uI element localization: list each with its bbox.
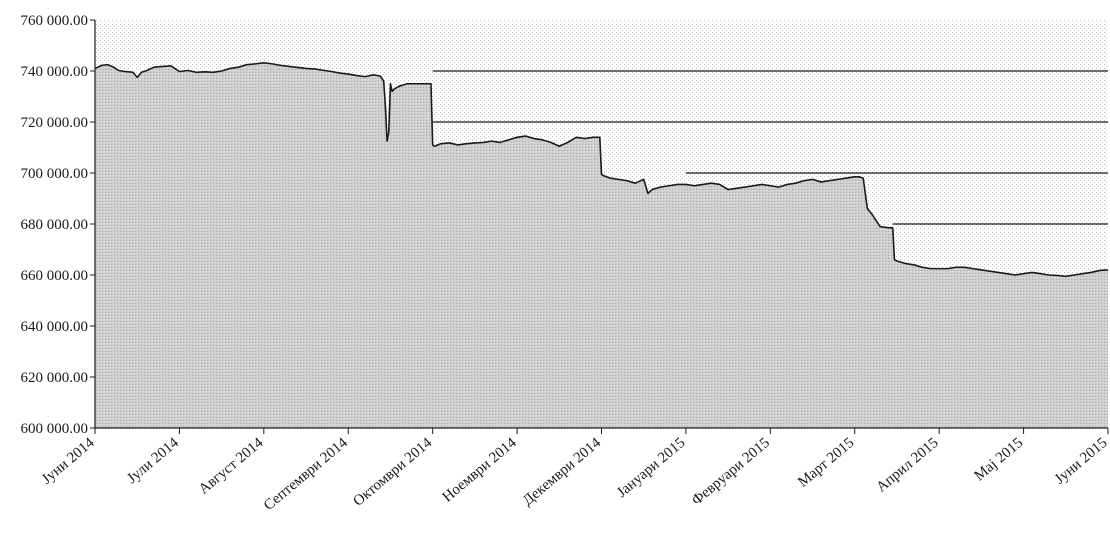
y-tick-label: 620 000.00 bbox=[21, 370, 89, 386]
x-tick-label: Јуни 2015 bbox=[1052, 435, 1110, 488]
x-tick-label: Мај 2015 bbox=[971, 435, 1026, 484]
x-tick-label: Февруари 2015 bbox=[689, 435, 773, 509]
x-tick-label: Август 2014 bbox=[196, 434, 267, 497]
x-tick-label: Март 2015 bbox=[795, 435, 857, 491]
x-tick-label: Октомври 2014 bbox=[350, 434, 435, 509]
y-tick-label: 740 000.00 bbox=[21, 64, 89, 80]
x-tick-label: Април 2015 bbox=[874, 435, 942, 496]
y-tick-labels: 600 000.00 620 000.00 640 000.00 660 000.00… bbox=[21, 13, 95, 437]
y-tick-label: 680 000.00 bbox=[21, 217, 89, 233]
area-layer bbox=[95, 62, 1108, 429]
y-tick-label: 700 000.00 bbox=[21, 166, 89, 182]
series-line-layer bbox=[94, 62, 1109, 278]
x-tick-label: Јануари 2015 bbox=[614, 435, 688, 501]
x-tick-label: Јули 2014 bbox=[124, 434, 182, 486]
series-line bbox=[94, 62, 1109, 278]
y-tick-label: 760 000.00 bbox=[21, 13, 89, 29]
series-area-fill bbox=[95, 62, 1108, 429]
reference-lines bbox=[432, 70, 1108, 225]
y-tick-label: 720 000.00 bbox=[21, 115, 89, 131]
x-tick-label: Ноември 2014 bbox=[440, 434, 520, 505]
x-tick-label: Декември 2014 bbox=[520, 434, 605, 509]
x-tick-label: Септември 2014 bbox=[261, 434, 351, 513]
x-tick-label: Јуни 2014 bbox=[39, 434, 98, 487]
y-tick-label: 660 000.00 bbox=[21, 268, 89, 284]
y-tick-label: 600 000.00 bbox=[21, 421, 89, 437]
y-tick-label: 640 000.00 bbox=[21, 319, 89, 335]
